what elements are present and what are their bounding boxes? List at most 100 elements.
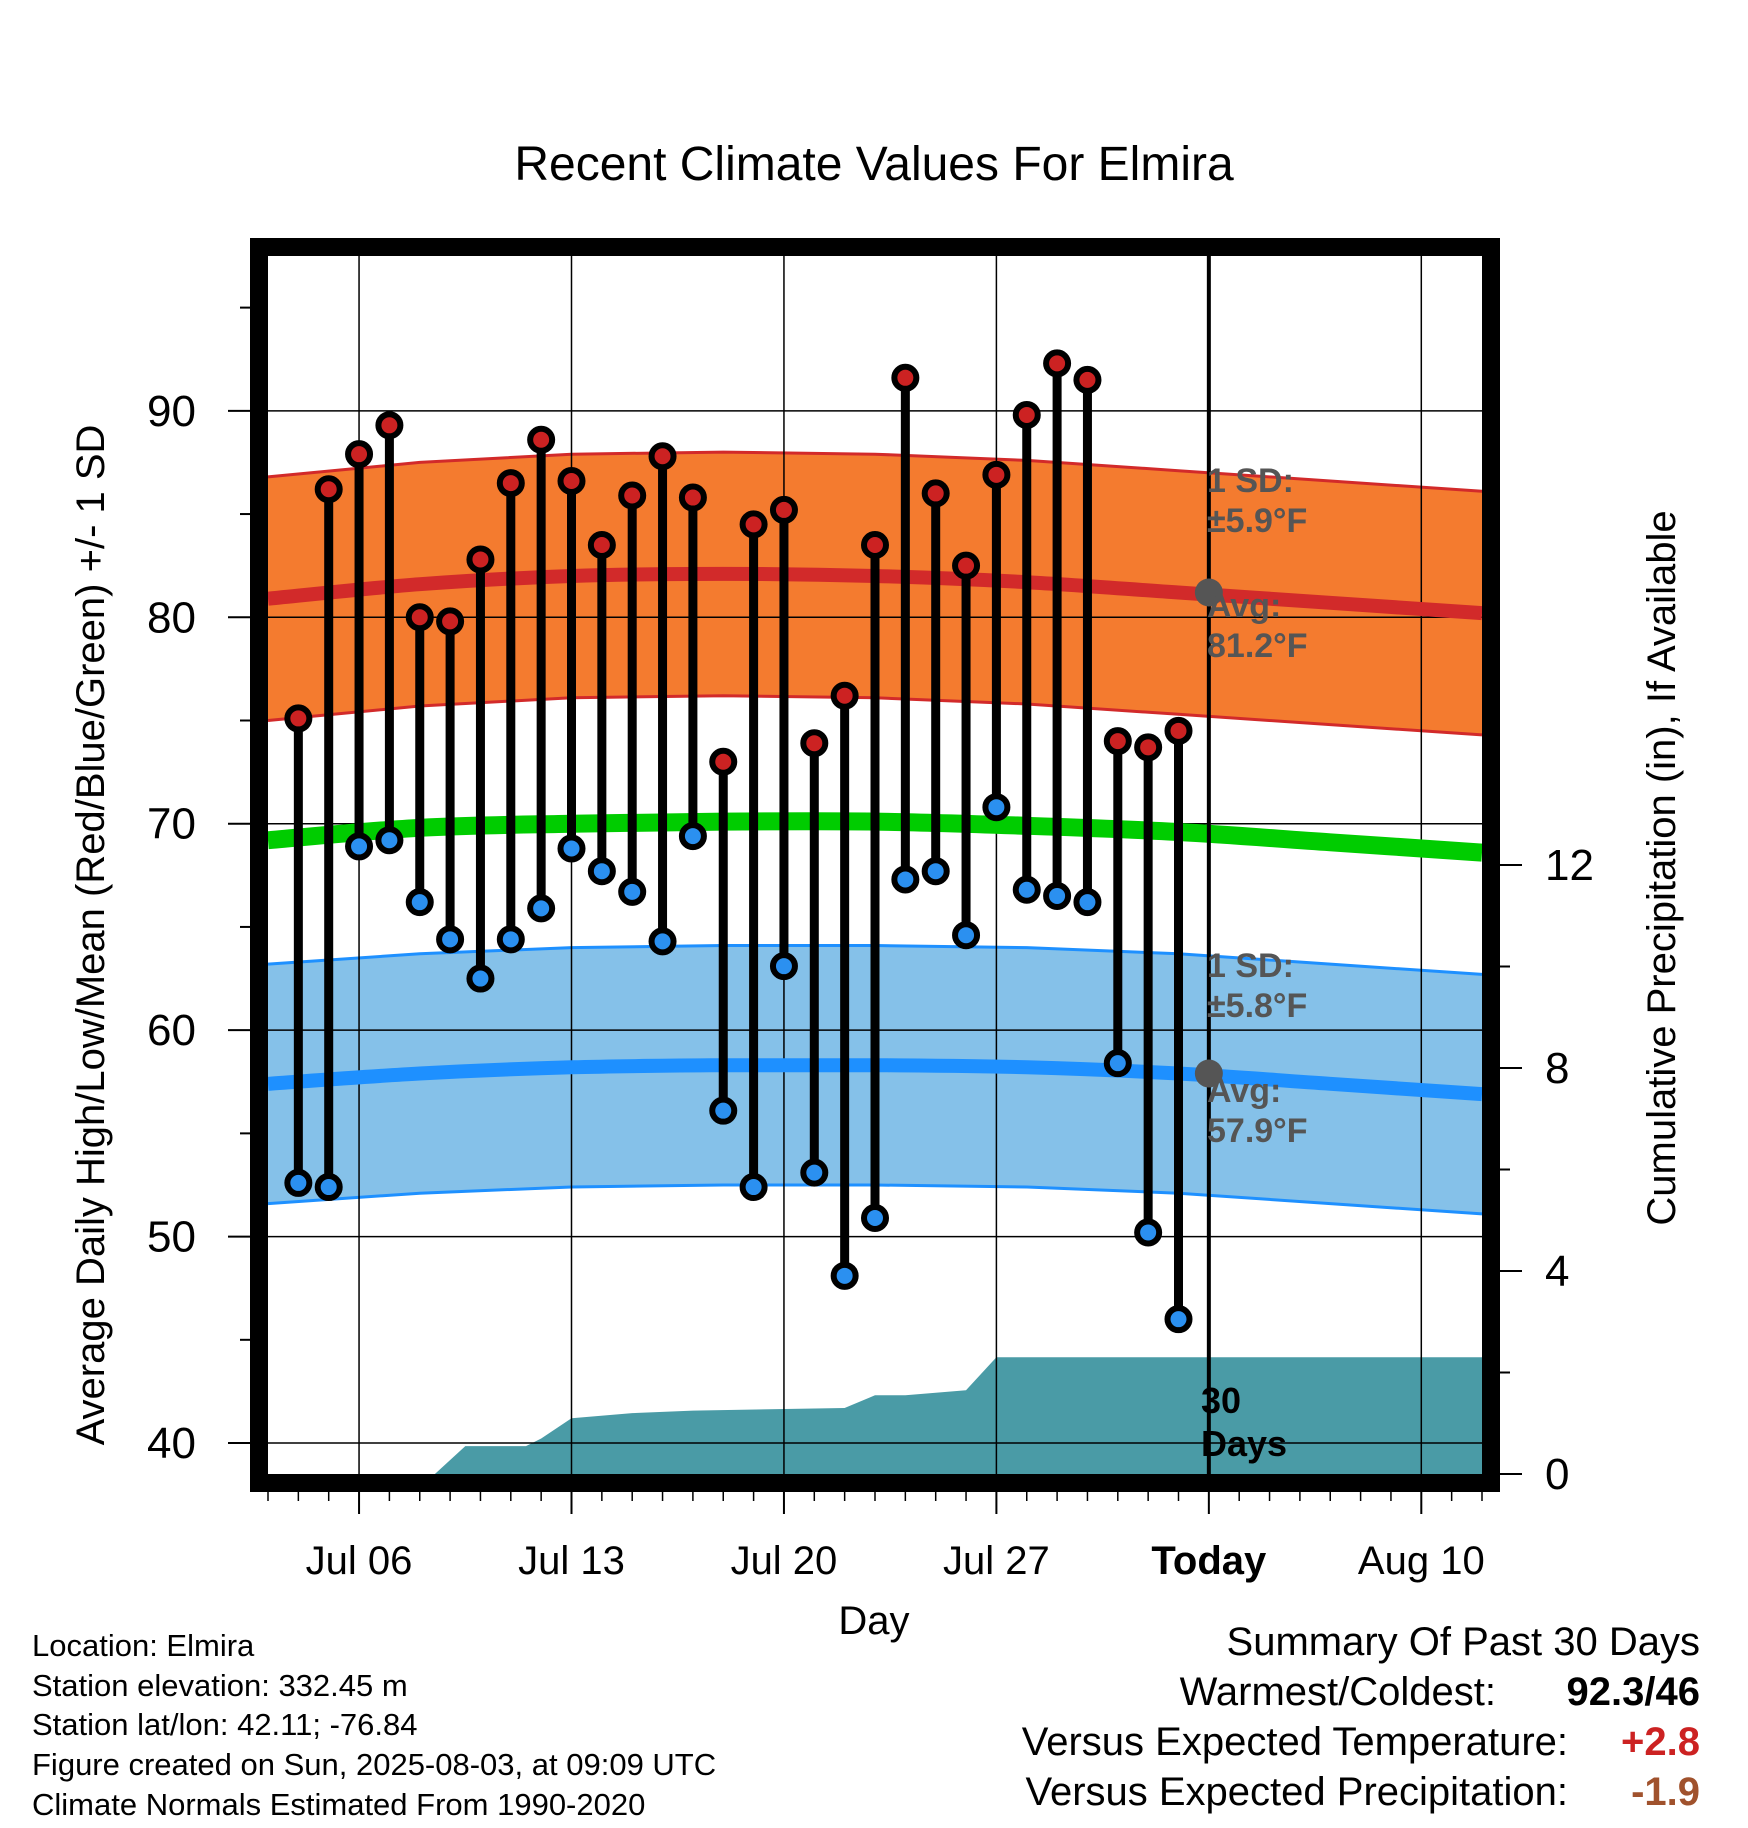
high-point-11: [587, 531, 616, 560]
high-point-5: [405, 603, 434, 632]
high-point-23: [952, 551, 981, 580]
warmest-value: 92.3/46: [1566, 1670, 1700, 1714]
low-point-3: [345, 832, 374, 861]
latlon-text: Station lat/lon: 42.11; -76.84: [32, 1707, 418, 1742]
y2-axis-label: Cumulative Precipitation (in), If Availa…: [1640, 510, 1684, 1225]
today-high-normal-marker: [1194, 578, 1223, 607]
y-tick-label-80: 80: [147, 593, 196, 642]
x-tick-label-10: Jul 13: [518, 1539, 625, 1583]
y-tick-label-90: 90: [147, 387, 196, 436]
y2-tick-label-12: 12: [1545, 841, 1594, 890]
high-sd-value: ±5.9°F: [1207, 502, 1307, 540]
plot-frame: [250, 238, 1500, 1492]
high-avg-label: Avg:: [1207, 587, 1281, 625]
low-point-15: [709, 1096, 738, 1125]
low-point-7: [466, 964, 495, 993]
low-point-24: [982, 793, 1011, 822]
low-point-17: [769, 952, 798, 981]
low-point-6: [436, 925, 465, 954]
high-point-2: [314, 475, 343, 504]
y-tick-label-70: 70: [147, 800, 196, 849]
high-point-12: [618, 481, 647, 510]
high-point-24: [982, 460, 1011, 489]
high-point-28: [1103, 727, 1132, 756]
high-sd-label: 1 SD:: [1207, 462, 1294, 500]
x-tick-label-38: Aug 10: [1358, 1539, 1485, 1583]
y2-tick-label-0: 0: [1545, 1450, 1569, 1499]
low-point-12: [618, 877, 647, 906]
high-point-3: [345, 440, 374, 469]
high-point-27: [1073, 365, 1102, 394]
high-point-25: [1012, 400, 1041, 429]
precip-area: [434, 1357, 1482, 1474]
warmest-label: Warmest/Coldest:: [1179, 1670, 1496, 1714]
low-point-9: [527, 894, 556, 923]
y2-tick-label-8: 8: [1545, 1044, 1569, 1093]
high-point-14: [678, 483, 707, 512]
y-tick-label-50: 50: [147, 1213, 196, 1262]
y-tick-label-40: 40: [147, 1419, 196, 1468]
high-point-20: [861, 531, 889, 560]
low-point-19: [830, 1261, 859, 1290]
low-point-18: [800, 1158, 829, 1187]
elevation-text: Station elevation: 332.45 m: [32, 1668, 408, 1703]
x-axis-label: Day: [838, 1599, 909, 1643]
y2-tick-label-4: 4: [1545, 1247, 1569, 1296]
low-sd-value: ±5.8°F: [1207, 987, 1307, 1025]
temp-value: +2.8: [1621, 1720, 1700, 1764]
high-point-29: [1134, 733, 1163, 762]
low-point-14: [678, 822, 707, 851]
precip-label: Versus Expected Precipitation:: [1025, 1770, 1568, 1814]
y-axis-label: Average Daily High/Low/Mean (Red/Blue/Gr…: [69, 425, 113, 1446]
high-point-18: [800, 729, 829, 758]
high-point-7: [466, 545, 495, 574]
normals-text: Climate Normals Estimated From 1990-2020: [32, 1787, 646, 1822]
high-point-10: [557, 467, 586, 496]
low-point-13: [648, 927, 677, 956]
high-point-4: [375, 411, 404, 440]
created-text: Figure created on Sun, 2025-08-03, at 09…: [32, 1747, 717, 1782]
high-point-6: [436, 607, 465, 636]
low-point-27: [1073, 888, 1102, 917]
high-point-1: [284, 704, 313, 733]
x-tick-label-24: Jul 27: [943, 1539, 1050, 1583]
chart-title: Recent Climate Values For Elmira: [514, 138, 1234, 191]
low-point-8: [496, 925, 525, 954]
low-avg-value: 57.9°F: [1207, 1112, 1308, 1150]
low-point-30: [1164, 1305, 1193, 1334]
x-tick-label-17: Jul 20: [731, 1539, 838, 1583]
low-sd-label: 1 SD:: [1207, 947, 1294, 985]
low-point-23: [952, 921, 981, 950]
summary-title: Summary Of Past 30 Days: [1226, 1620, 1700, 1664]
high-point-26: [1043, 349, 1072, 378]
low-point-22: [921, 857, 950, 886]
today-low-normal-marker: [1194, 1059, 1223, 1088]
x-tick-label-31: Today: [1151, 1539, 1267, 1583]
low-point-2: [314, 1173, 343, 1202]
low-point-16: [739, 1173, 768, 1202]
low-point-1: [284, 1168, 313, 1197]
high-point-17: [769, 495, 798, 524]
temp-label: Versus Expected Temperature:: [1021, 1720, 1568, 1764]
high-point-13: [648, 442, 677, 471]
low-point-11: [587, 857, 616, 886]
x-tick-label-3: Jul 06: [306, 1539, 413, 1583]
y-tick-label-60: 60: [147, 1006, 196, 1055]
low-point-26: [1043, 881, 1072, 910]
low-avg-label: Avg:: [1207, 1072, 1281, 1110]
high-avg-value: 81.2°F: [1207, 627, 1308, 665]
high-sd-band-upper: [267, 450, 1483, 493]
days-label-count: 30: [1201, 1380, 1241, 1421]
high-point-9: [527, 425, 556, 454]
low-point-4: [375, 826, 404, 855]
high-point-8: [496, 469, 525, 498]
high-point-15: [709, 747, 738, 776]
low-point-5: [405, 888, 434, 917]
low-point-20: [861, 1204, 889, 1233]
low-point-10: [557, 834, 586, 863]
low-point-29: [1134, 1218, 1163, 1247]
high-point-19: [830, 681, 859, 710]
high-point-16: [739, 510, 768, 539]
low-point-25: [1012, 875, 1041, 904]
